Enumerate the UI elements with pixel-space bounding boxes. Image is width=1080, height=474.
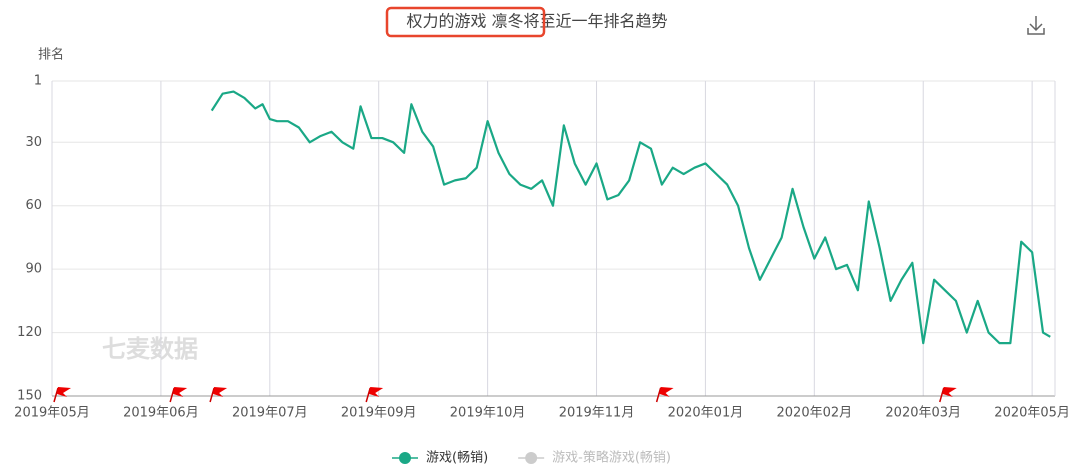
x-tick-label: 2020年03月 xyxy=(885,406,961,421)
highlight-box xyxy=(385,6,546,38)
x-tick-label: 2019年05月 xyxy=(14,406,90,421)
y-tick-label: 30 xyxy=(25,135,42,150)
legend-marker xyxy=(525,452,538,464)
event-flag xyxy=(655,387,674,403)
flag-pole xyxy=(939,387,945,403)
legend-label[interactable]: 游戏-策略游戏(畅销) xyxy=(552,450,671,466)
x-tick-label: 2019年10月 xyxy=(450,406,526,421)
legend-marker xyxy=(399,452,411,464)
flag-pole xyxy=(655,387,662,403)
y-axis-label: 排名 xyxy=(38,47,64,63)
download-icon[interactable] xyxy=(1027,16,1045,35)
flag-pole xyxy=(169,387,175,403)
flag-cloth xyxy=(942,387,957,397)
event-flag xyxy=(53,387,71,403)
x-tick-label: 2020年02月 xyxy=(777,406,853,421)
flag-cloth xyxy=(57,387,71,397)
x-tick-label: 2019年07月 xyxy=(232,406,308,421)
y-tick-label: 90 xyxy=(25,262,42,277)
legend-label[interactable]: 游戏(畅销) xyxy=(426,451,488,466)
x-tick-label: 2020年01月 xyxy=(668,406,744,421)
line-series xyxy=(210,90,1051,345)
flag-pole xyxy=(365,387,371,403)
x-tick-label: 2019年09月 xyxy=(341,406,417,421)
event-flag xyxy=(169,387,188,403)
watermark: 七麦数据 xyxy=(102,335,198,363)
flag-pole xyxy=(53,387,59,403)
event-flag xyxy=(209,387,228,403)
y-tick-label: 120 xyxy=(17,325,42,340)
flag-cloth xyxy=(659,387,674,397)
x-tick-label: 2019年06月 xyxy=(123,406,199,421)
y-tick-label: 150 xyxy=(17,389,42,404)
chart-title: 权力的游戏 凛冬将至近一年排名趋势 xyxy=(406,12,667,31)
x-tick-label: 2019年11月 xyxy=(559,406,635,421)
event-flag xyxy=(365,387,384,403)
flag-cloth xyxy=(173,387,188,397)
y-tick-label: 60 xyxy=(25,198,42,213)
flag-cloth xyxy=(213,387,228,397)
flag-pole xyxy=(209,387,215,403)
y-tick-label: 1 xyxy=(34,74,42,89)
event-flag xyxy=(939,387,957,403)
x-tick-label: 2020年05月 xyxy=(994,406,1070,421)
flag-cloth xyxy=(369,387,384,397)
